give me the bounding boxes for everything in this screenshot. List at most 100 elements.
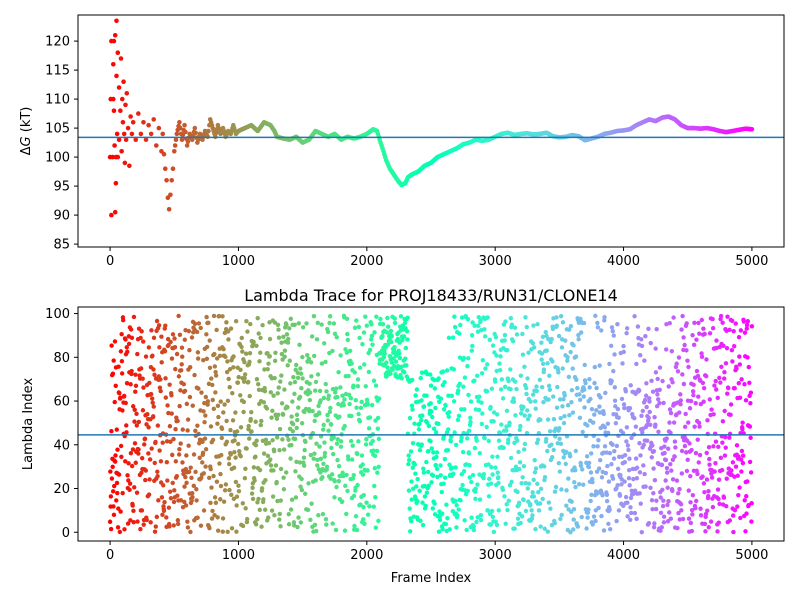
lambda-point xyxy=(232,438,237,443)
lambda-point xyxy=(399,364,404,370)
lambda-point xyxy=(622,405,627,411)
lambda-point xyxy=(281,475,286,480)
lambda-point xyxy=(233,479,239,485)
delta-g-point xyxy=(166,207,172,212)
lambda-point xyxy=(598,395,603,400)
lambda-point xyxy=(309,374,314,379)
lambda-point xyxy=(720,320,725,325)
lambda-point xyxy=(742,498,747,503)
lambda-point xyxy=(459,407,464,412)
lambda-point xyxy=(311,456,316,461)
lambda-point xyxy=(371,504,376,509)
lambda-point xyxy=(194,329,200,335)
lambda-point xyxy=(628,505,633,510)
lambda-point xyxy=(420,522,426,528)
lambda-point xyxy=(259,486,265,491)
lambda-point xyxy=(726,385,731,391)
lambda-point xyxy=(496,480,501,486)
lambda-point xyxy=(120,408,125,413)
lambda-point xyxy=(666,499,671,504)
lambda-point xyxy=(690,493,696,498)
lambda-point xyxy=(507,483,513,488)
lambda-point xyxy=(262,389,268,394)
lambda-point xyxy=(527,413,532,418)
lambda-point xyxy=(694,337,699,342)
lambda-point xyxy=(256,387,262,393)
lambda-point xyxy=(175,518,181,523)
lambda-point xyxy=(639,529,644,535)
lambda-point xyxy=(452,430,457,435)
lambda-point xyxy=(230,418,236,423)
lambda-point xyxy=(258,422,263,428)
lambda-point xyxy=(632,415,637,421)
lambda-point xyxy=(212,351,217,357)
lambda-point xyxy=(113,383,118,389)
lambda-point xyxy=(566,374,572,380)
lambda-point xyxy=(491,419,496,424)
lambda-point xyxy=(664,470,670,475)
lambda-point xyxy=(712,469,717,474)
lambda-point xyxy=(670,488,675,494)
lambda-point xyxy=(665,502,670,508)
lambda-point xyxy=(744,326,749,331)
lambda-point xyxy=(292,436,298,442)
lambda-point xyxy=(576,332,581,338)
lambda-point xyxy=(120,318,126,323)
lambda-point xyxy=(644,381,649,386)
lambda-point xyxy=(129,463,135,469)
lambda-point xyxy=(373,525,379,530)
lambda-point xyxy=(231,365,236,370)
lambda-point xyxy=(617,493,623,498)
lambda-point xyxy=(220,314,225,319)
lambda-point xyxy=(524,391,529,397)
lambda-point xyxy=(683,411,688,417)
lambda-point xyxy=(647,409,652,415)
lambda-point xyxy=(343,483,348,489)
lambda-point xyxy=(432,377,437,383)
lambda-point xyxy=(198,523,204,528)
lambda-point xyxy=(500,487,506,492)
lambda-point xyxy=(479,371,485,376)
lambda-point xyxy=(315,372,321,377)
lambda-point xyxy=(468,399,474,404)
lambda-point xyxy=(190,490,195,496)
lambda-point xyxy=(227,487,232,493)
lambda-point xyxy=(715,395,720,401)
lambda-point xyxy=(544,348,549,353)
lambda-point xyxy=(547,387,553,392)
lambda-point xyxy=(246,379,251,385)
lambda-point xyxy=(456,388,461,393)
lambda-point xyxy=(560,404,565,409)
lambda-point xyxy=(425,469,431,475)
lambda-point xyxy=(193,469,198,475)
lambda-point xyxy=(124,381,130,386)
lambda-point xyxy=(583,380,588,386)
lambda-point xyxy=(215,403,221,408)
lambda-point xyxy=(455,513,460,518)
lambda-point xyxy=(284,470,289,475)
lambda-point xyxy=(684,468,690,474)
lambda-point xyxy=(653,370,659,375)
lambda-point xyxy=(307,409,312,414)
lambda-point xyxy=(650,506,655,512)
lambda-point xyxy=(224,320,229,325)
lambda-point xyxy=(265,350,270,356)
lambda-point xyxy=(309,501,314,506)
lambda-point xyxy=(532,345,537,350)
lambda-point xyxy=(686,488,691,493)
lambda-point xyxy=(640,408,645,414)
lambda-point xyxy=(580,429,585,435)
lambda-point xyxy=(680,372,685,377)
lambda-point xyxy=(132,441,138,446)
lambda-point xyxy=(625,500,630,505)
lambda-point xyxy=(597,410,603,415)
lambda-point xyxy=(596,505,601,511)
lambda-point xyxy=(547,373,552,379)
lambda-point xyxy=(338,353,343,358)
lambda-point xyxy=(228,326,234,331)
lambda-point xyxy=(114,480,120,486)
lambda-point xyxy=(295,370,300,375)
lambda-point xyxy=(444,368,450,373)
lambda-point xyxy=(344,350,349,355)
lambda-point xyxy=(559,345,565,350)
